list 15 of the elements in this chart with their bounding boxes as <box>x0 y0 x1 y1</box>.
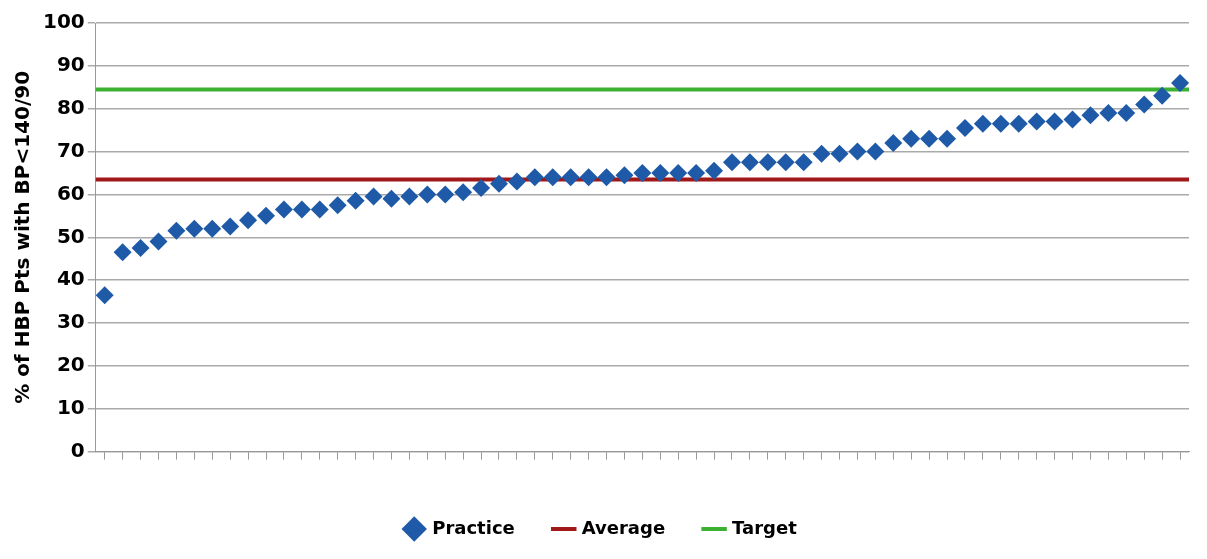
y-tick-label: 40 <box>56 266 85 291</box>
legend-label: Average <box>581 516 666 538</box>
y-tick-label: 100 <box>43 9 85 34</box>
legend-label: Practice <box>432 516 515 538</box>
y-tick-label: 70 <box>56 137 85 162</box>
y-tick-label: 0 <box>70 437 85 462</box>
y-axis-title: % of HBP Pts with BP<140/90 <box>10 70 35 404</box>
y-tick-label: 50 <box>56 223 85 248</box>
y-tick-label: 10 <box>56 394 85 419</box>
legend-label: Target <box>732 516 798 538</box>
y-tick-label: 30 <box>56 309 85 334</box>
y-tick-label: 80 <box>56 94 85 119</box>
y-tick-label: 20 <box>56 352 85 377</box>
y-tick-label: 90 <box>56 52 85 77</box>
y-tick-label: 60 <box>56 180 85 205</box>
